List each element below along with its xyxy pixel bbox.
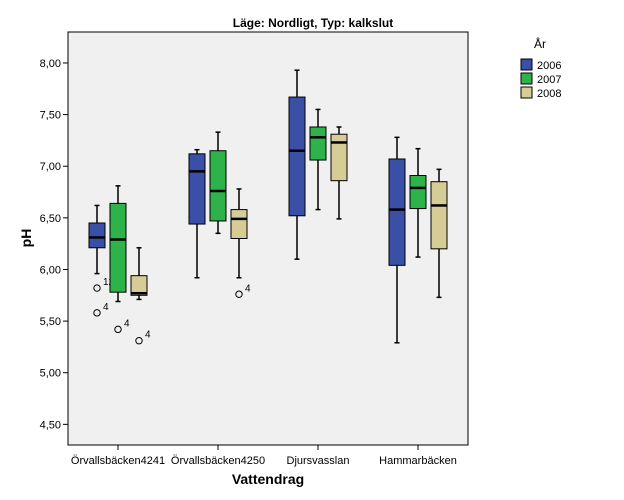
legend-label: 2007 — [537, 74, 561, 86]
box-iqr — [288, 96, 306, 217]
box-2007-2 — [309, 108, 327, 211]
x-axis: Örvallsbäcken4241 Örvallsbäcken4250 Djursv… — [71, 445, 457, 467]
x-axis-title: Vattendrag — [232, 471, 304, 487]
outlier-point — [114, 325, 122, 334]
outlier-point — [93, 284, 101, 292]
box-iqr — [130, 275, 148, 296]
legend-swatch — [520, 58, 533, 71]
box-2007-0: 4 — [109, 185, 130, 334]
outlier-label: 4 — [245, 283, 251, 294]
outlier-label: 4 — [103, 302, 109, 313]
y-tick-label: 7,00 — [40, 161, 61, 173]
legend: 2006 2007 2008 — [520, 58, 561, 100]
outlier-point — [93, 309, 101, 317]
x-tick-label: Djursvasslan — [287, 455, 350, 467]
box-iqr — [409, 175, 427, 210]
box-iqr — [330, 133, 348, 182]
y-tick-label: 7,50 — [40, 110, 61, 122]
y-tick-label: 6,00 — [40, 264, 61, 276]
x-tick-label: Örvallsbäcken4241 — [71, 455, 165, 467]
y-tick-label: 4,50 — [40, 419, 61, 431]
outlier-label: 12 — [103, 277, 115, 288]
box-iqr — [88, 222, 106, 249]
box-2006-2 — [288, 69, 306, 260]
plot-area — [67, 31, 469, 446]
box-iqr — [309, 126, 327, 161]
legend-label: 2008 — [537, 88, 561, 100]
box-group: 12 4 4 4 4 — [88, 69, 448, 345]
box-iqr — [109, 202, 127, 293]
box-2006-3 — [388, 136, 406, 344]
outlier-label: 4 — [145, 330, 151, 341]
box-2006-0: 12 4 — [88, 204, 115, 317]
outlier-point — [235, 290, 243, 298]
x-tick-label: Hammarbäcken — [379, 455, 457, 467]
box-iqr — [430, 181, 448, 250]
y-tick-label: 6,50 — [40, 213, 61, 225]
outlier-point — [135, 337, 143, 345]
y-axis: 4,50 5,00 5,50 6,00 6,50 7,00 7,50 8,00 — [40, 58, 68, 431]
box-2007-3 — [409, 147, 427, 258]
y-tick-label: 5,50 — [40, 316, 61, 328]
legend-title: År — [534, 36, 546, 51]
x-tick-label: Örvallsbäcken4250 — [171, 455, 265, 467]
chart-title: Läge: Nordligt, Typ: kalkslut — [233, 16, 393, 30]
box-2006-1 — [188, 148, 206, 279]
box-iqr — [388, 158, 406, 266]
legend-label: 2006 — [537, 60, 561, 72]
box-iqr — [209, 150, 227, 222]
y-tick-label: 8,00 — [40, 58, 61, 70]
outlier-label: 4 — [124, 318, 130, 329]
box-iqr — [230, 209, 248, 239]
box-2008-2 — [330, 126, 348, 220]
box-2008-1: 4 — [230, 188, 251, 298]
box-2008-3 — [430, 168, 448, 299]
box-2008-0: 4 — [130, 247, 151, 345]
legend-swatch — [520, 86, 533, 99]
y-axis-title: pH — [18, 229, 34, 248]
box-iqr — [188, 153, 206, 225]
box-2007-1 — [209, 131, 227, 235]
legend-swatch — [520, 72, 533, 85]
y-tick-label: 5,00 — [40, 368, 61, 380]
